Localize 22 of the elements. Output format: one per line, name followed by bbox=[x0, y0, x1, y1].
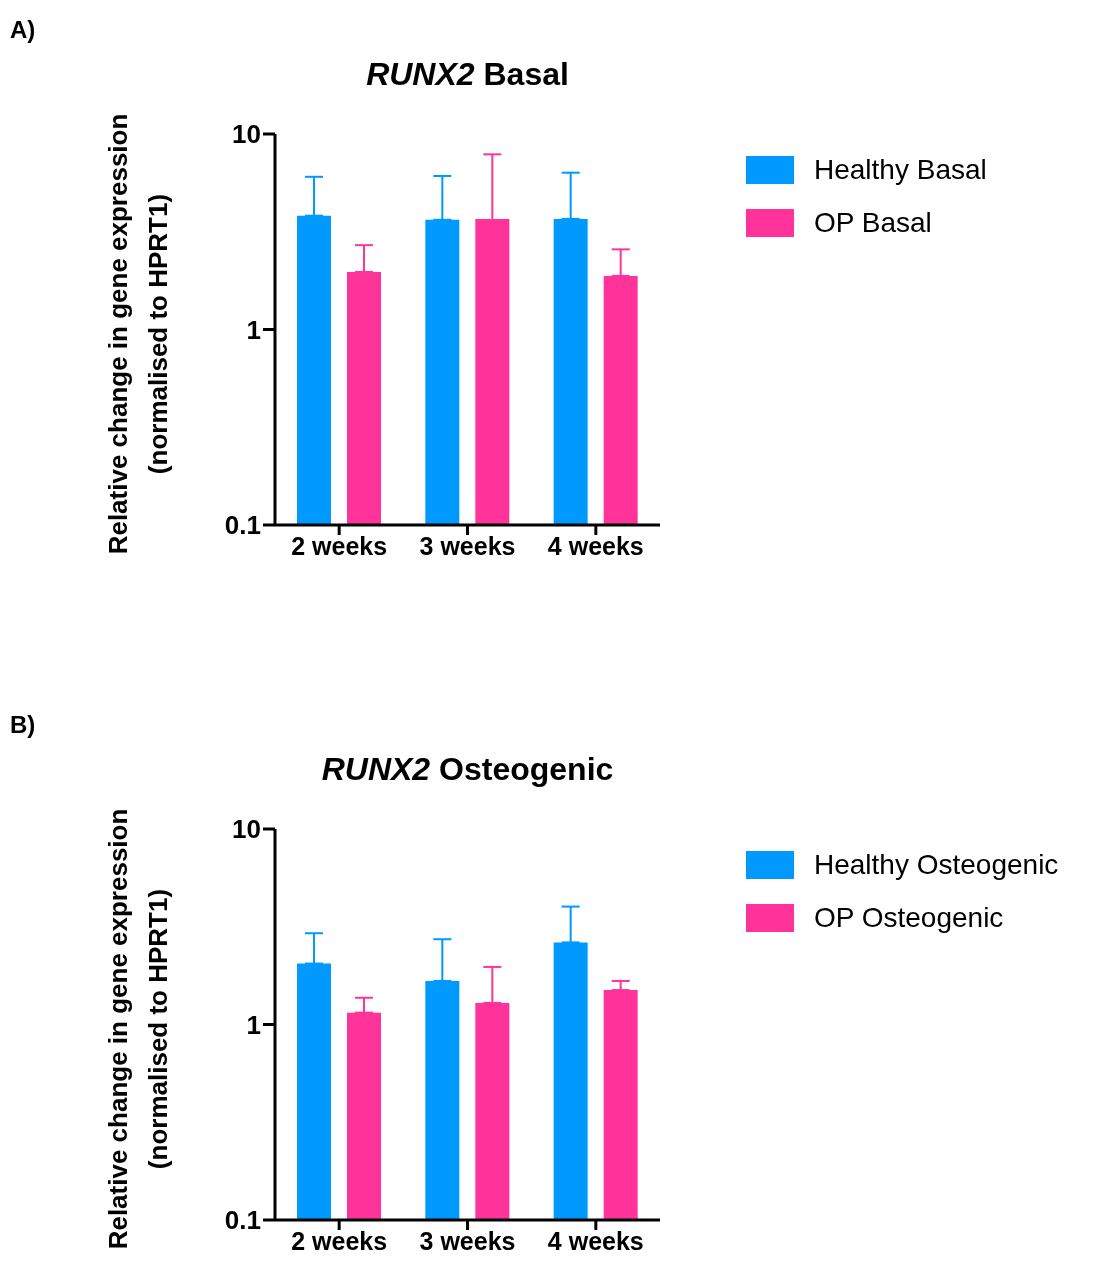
y-tick-label: 10 bbox=[232, 119, 261, 150]
legend-label: Healthy Basal bbox=[814, 153, 987, 186]
y-tick-label: 0.1 bbox=[224, 1205, 261, 1236]
y-axis-title: Relative change in gene expression (normalised to HPRT1) bbox=[102, 112, 174, 557]
x-tick-label: 3 weeks bbox=[419, 531, 516, 560]
y-tick-label: 0.1 bbox=[224, 510, 261, 541]
chart-title: RUNX2 Osteogenic bbox=[320, 751, 615, 788]
y-axis-title: Relative change in gene expression (normalised to HPRT1) bbox=[102, 807, 174, 1252]
x-tick-label: 4 weeks bbox=[547, 1226, 644, 1255]
chart-title: RUNX2 Basal bbox=[365, 56, 570, 93]
x-tick-label: 2 weeks bbox=[291, 531, 388, 560]
text: B) bbox=[10, 711, 36, 739]
legend-label: OP Basal bbox=[814, 206, 932, 239]
y-tick-label: 1 bbox=[246, 1009, 261, 1040]
x-tick-label: 3 weeks bbox=[419, 1226, 516, 1255]
legend-label: OP Osteogenic bbox=[814, 901, 1004, 934]
y-tick-label: 1 bbox=[246, 314, 261, 345]
text: A) bbox=[10, 16, 36, 44]
y-tick-label: 10 bbox=[232, 814, 261, 845]
x-tick-label: 4 weeks bbox=[547, 531, 644, 560]
x-tick-label: 2 weeks bbox=[291, 1226, 388, 1255]
legend-label: Healthy Osteogenic bbox=[814, 848, 1059, 881]
